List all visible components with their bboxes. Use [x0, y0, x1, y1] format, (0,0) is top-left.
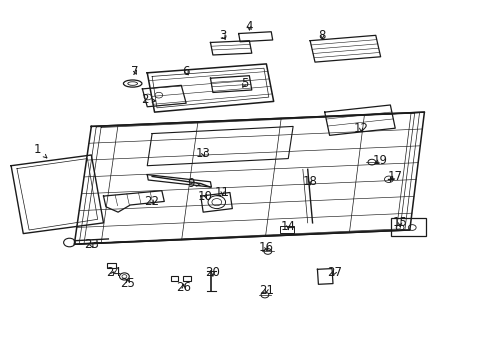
Text: 23: 23 [84, 238, 99, 251]
Text: 19: 19 [372, 154, 387, 167]
Text: 27: 27 [326, 266, 341, 279]
Text: 25: 25 [120, 277, 135, 290]
Text: 24: 24 [105, 266, 121, 279]
Text: 20: 20 [205, 266, 220, 279]
Text: 5: 5 [240, 77, 248, 90]
Text: 12: 12 [353, 122, 368, 135]
Text: 3: 3 [219, 29, 226, 42]
Text: 17: 17 [387, 170, 402, 183]
Text: 7: 7 [131, 64, 139, 77]
Text: 22: 22 [144, 195, 159, 208]
Text: 4: 4 [245, 20, 253, 33]
Text: 15: 15 [392, 216, 407, 229]
Text: 9: 9 [187, 177, 200, 190]
Text: 11: 11 [215, 186, 230, 199]
Text: 16: 16 [258, 241, 273, 255]
Text: 26: 26 [176, 281, 191, 294]
Text: 13: 13 [195, 147, 210, 160]
Text: 18: 18 [302, 175, 317, 188]
Text: 8: 8 [318, 29, 325, 42]
Text: 21: 21 [258, 284, 273, 297]
Text: 10: 10 [198, 190, 213, 203]
Text: 6: 6 [182, 64, 189, 77]
Text: 14: 14 [280, 220, 295, 233]
Text: 1: 1 [34, 143, 47, 158]
Text: 2: 2 [141, 93, 155, 106]
